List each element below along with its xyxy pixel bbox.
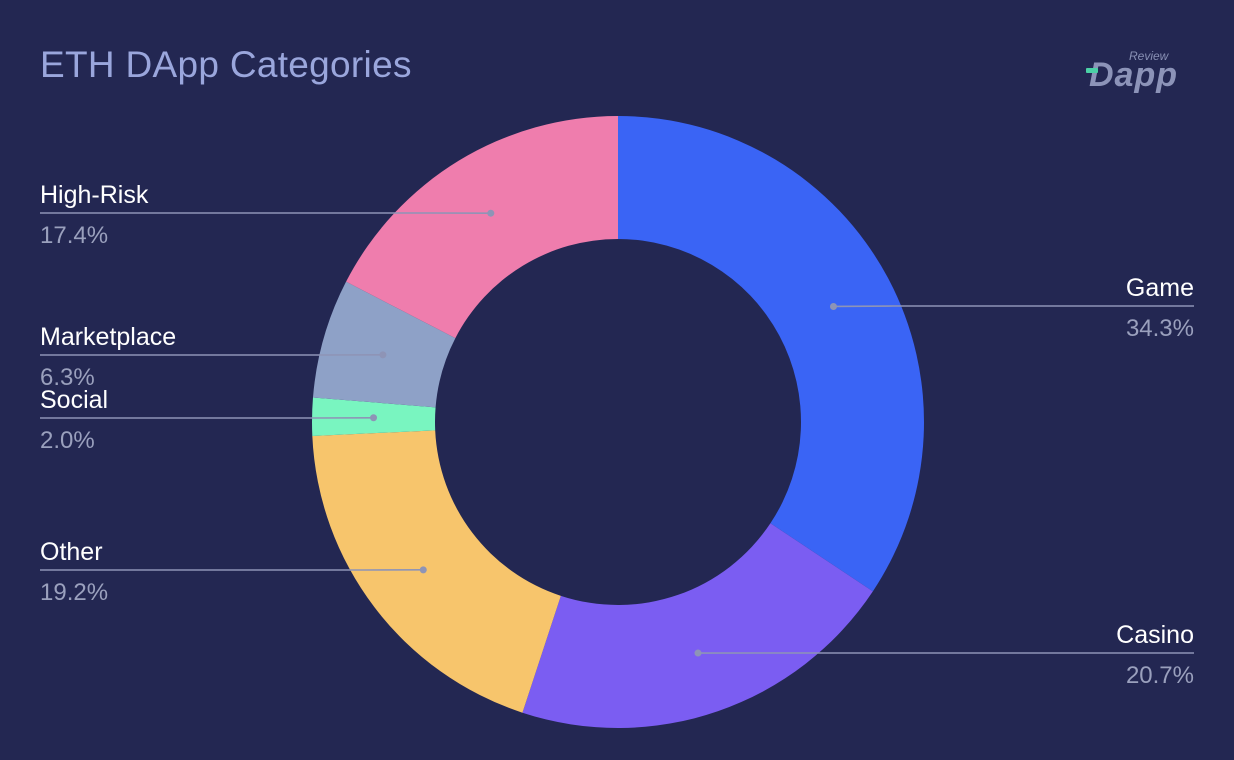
logo-mark-icon [1086,68,1098,73]
slice-marketplace[interactable] [312,281,456,408]
label-high-risk: High-Risk [40,181,149,209]
value-label-game: 34.3% [1126,315,1194,342]
chart-title: ETH DApp Categories [40,44,412,85]
slice-game[interactable] [618,116,924,592]
label-marketplace: Marketplace [40,323,176,351]
leader-lines-group [40,209,1194,657]
value-label-marketplace: 6.3% [40,364,95,391]
value-label-casino: 20.7% [1126,662,1194,689]
slice-casino[interactable] [522,523,873,729]
label-social: Social [40,386,108,414]
logo-subtext: Review [1129,49,1169,63]
label-other: Other [40,538,103,566]
value-label-high-risk: 17.4% [40,222,108,249]
slice-high-risk[interactable] [346,115,618,339]
value-label-social: 2.0% [40,427,95,454]
logo-text: Dapp [1089,56,1178,94]
slice-other[interactable] [312,430,561,713]
slices-group [312,115,924,729]
labels-group: Game 34.3% Casino 20.7% Other 19.2% Social 2.0%… [40,181,1194,689]
dapp-review-logo: Review Dapp [1086,46,1186,98]
label-game: Game [1126,274,1194,302]
value-label-other: 19.2% [40,579,108,606]
label-casino: Casino [1116,621,1194,649]
